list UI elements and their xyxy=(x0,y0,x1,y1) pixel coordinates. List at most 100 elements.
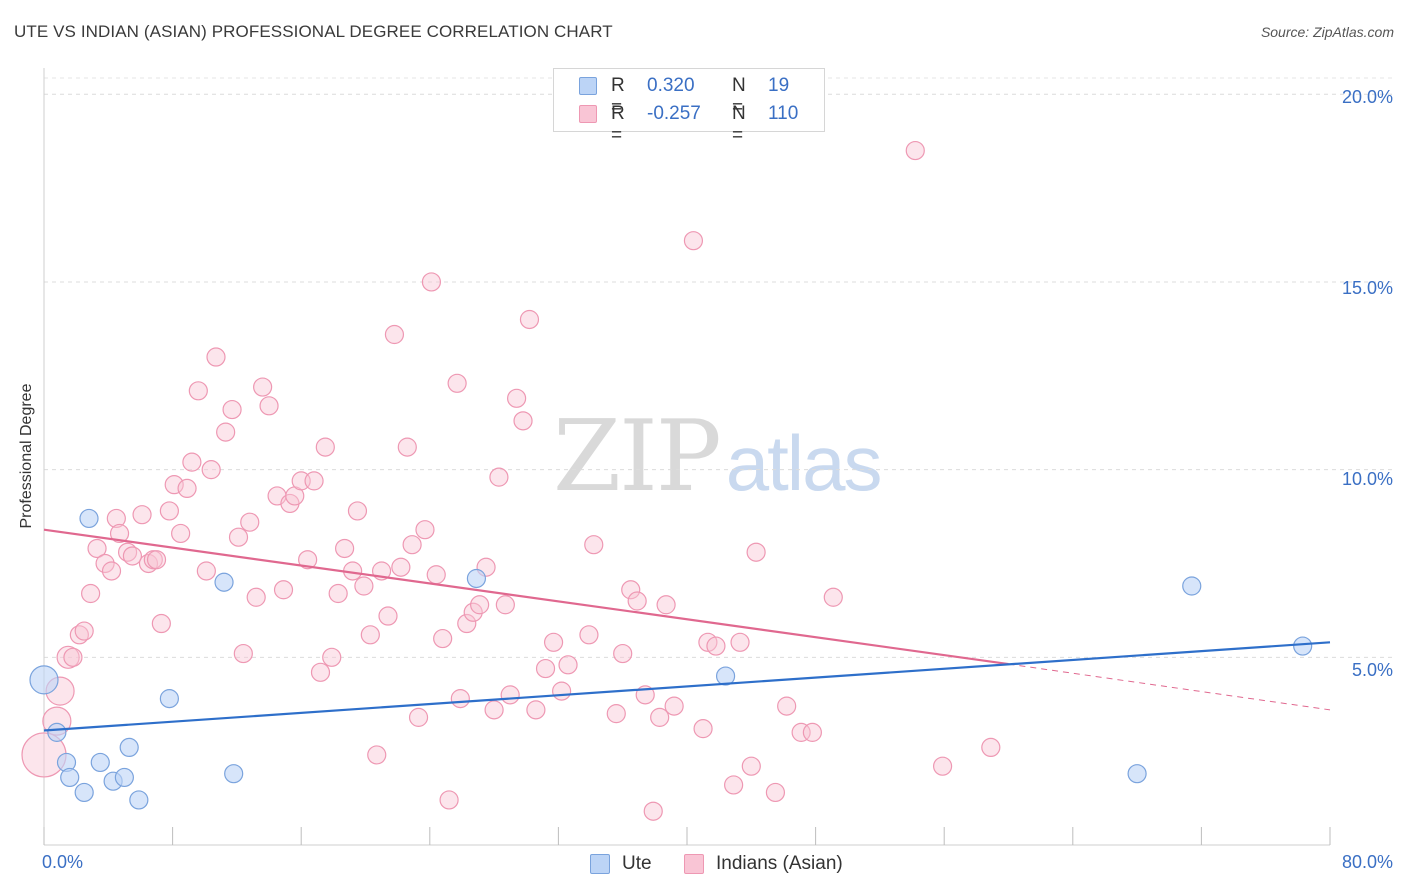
indian-asian-point xyxy=(447,373,467,393)
indian-asian-point xyxy=(579,625,599,645)
indian-asian-point xyxy=(706,636,726,656)
indian-asian-point xyxy=(315,437,335,457)
indian-asian-point xyxy=(643,801,663,821)
indian-asian-point xyxy=(552,681,572,701)
indian-trend-line xyxy=(43,528,1009,666)
indian-asian-point xyxy=(741,756,761,776)
indian-asian-point xyxy=(246,587,266,607)
indian-asian-point xyxy=(273,580,294,600)
indian-asian-point xyxy=(367,745,387,765)
indian-asian-point xyxy=(106,508,126,529)
indian-asian-point xyxy=(74,621,94,641)
ute-point xyxy=(90,752,110,773)
indian-asian-point xyxy=(470,595,490,615)
indian-asian-point xyxy=(328,583,348,604)
ute-point xyxy=(129,790,149,810)
indian-asian-point xyxy=(519,309,540,330)
indian-trend-extension xyxy=(1008,663,1331,711)
ute-point xyxy=(29,665,59,695)
indian-asian-point xyxy=(87,538,107,559)
indian-swatch xyxy=(684,854,704,874)
r-label: R = xyxy=(611,75,625,118)
indian-asian-point xyxy=(683,231,704,251)
n-value: 19 xyxy=(768,75,790,96)
indian-asian-point xyxy=(495,595,515,615)
indian-asian-point xyxy=(606,704,626,724)
axes xyxy=(43,68,1331,846)
trend-lines xyxy=(43,528,1331,732)
n-value: 110 xyxy=(768,103,799,124)
indian-asian-point xyxy=(233,643,253,664)
indian-asian-point xyxy=(513,411,533,431)
ute-point xyxy=(74,782,94,803)
indian-asian-point xyxy=(450,689,470,709)
x-min-label: 0.0% xyxy=(42,852,84,872)
ute-point xyxy=(114,767,134,788)
indian-asian-point xyxy=(216,422,236,442)
indian-asian-point xyxy=(132,505,152,525)
indian-asian-point xyxy=(656,595,676,615)
indian-asian-point xyxy=(777,696,797,716)
indian-asian-point xyxy=(932,756,953,776)
indian-asian-point xyxy=(823,587,843,607)
indian-asian-point xyxy=(802,722,822,742)
indian-asian-point xyxy=(905,140,925,161)
x-max-label: 80.0% xyxy=(1341,852,1393,872)
indian-asian-point xyxy=(439,790,459,810)
indian-asian-point xyxy=(484,700,504,720)
indian-asian-point xyxy=(228,527,249,547)
indian-asian-point xyxy=(543,632,564,652)
indian-asian-points xyxy=(21,140,1001,821)
indian-asian-point xyxy=(56,645,80,669)
indian-asian-point xyxy=(222,399,242,420)
indian-asian-point xyxy=(500,685,520,705)
ute-point xyxy=(1127,764,1147,784)
indian-asian-point xyxy=(613,643,633,664)
indian-asian-point xyxy=(457,613,477,634)
ute-point xyxy=(214,572,234,592)
indian-asian-point xyxy=(378,606,398,626)
indian-asian-point xyxy=(335,538,355,559)
indian-asian-point xyxy=(621,580,641,600)
chart-title: UTE VS INDIAN (ASIAN) PROFESSIONAL DEGRE… xyxy=(14,22,613,41)
indian-asian-point xyxy=(693,719,713,739)
indian-asian-point xyxy=(240,512,260,532)
indian-asian-point xyxy=(201,460,221,480)
indian-asian-point xyxy=(310,662,331,682)
correlation-legend: R = 0.320 N = 19 R = -0.257 N = 110 xyxy=(553,68,825,146)
indian-asian-point xyxy=(507,388,527,408)
indian-asian-point xyxy=(322,647,342,667)
ute-trend-line xyxy=(43,641,1331,732)
indian-asian-point xyxy=(177,478,197,499)
indian-swatch xyxy=(579,105,597,123)
watermark-atlas: atlas xyxy=(725,419,883,507)
indian-asian-point xyxy=(206,347,226,367)
indian-asian-point xyxy=(433,628,453,649)
legend-label-indian: Indians (Asian) xyxy=(716,853,843,874)
indian-asian-point xyxy=(304,471,324,491)
indian-asian-point xyxy=(627,591,647,611)
indian-asian-point xyxy=(408,707,429,727)
indian-asian-point xyxy=(182,452,202,472)
indian-asian-point xyxy=(402,535,422,555)
n-label: N = xyxy=(732,75,746,118)
indian-asian-point xyxy=(384,324,405,345)
indian-asian-point xyxy=(981,737,1001,758)
indian-asian-point xyxy=(188,381,208,401)
ute-point xyxy=(715,666,736,686)
indian-asian-point xyxy=(765,782,786,803)
indian-asian-point xyxy=(421,272,442,292)
ute-points xyxy=(29,508,1313,810)
ute-point xyxy=(1293,636,1313,656)
indian-asian-point xyxy=(347,501,368,521)
indian-asian-point xyxy=(146,550,167,570)
indian-asian-point xyxy=(298,550,318,570)
indian-asian-point xyxy=(791,722,811,742)
indian-asian-point xyxy=(526,700,546,720)
watermark: ZIPatlas xyxy=(553,400,883,514)
n-label: N = xyxy=(732,103,746,146)
indian-asian-point xyxy=(463,602,483,622)
y-tick-label: 15.0% xyxy=(1341,278,1393,298)
indian-asian-point xyxy=(489,467,509,487)
